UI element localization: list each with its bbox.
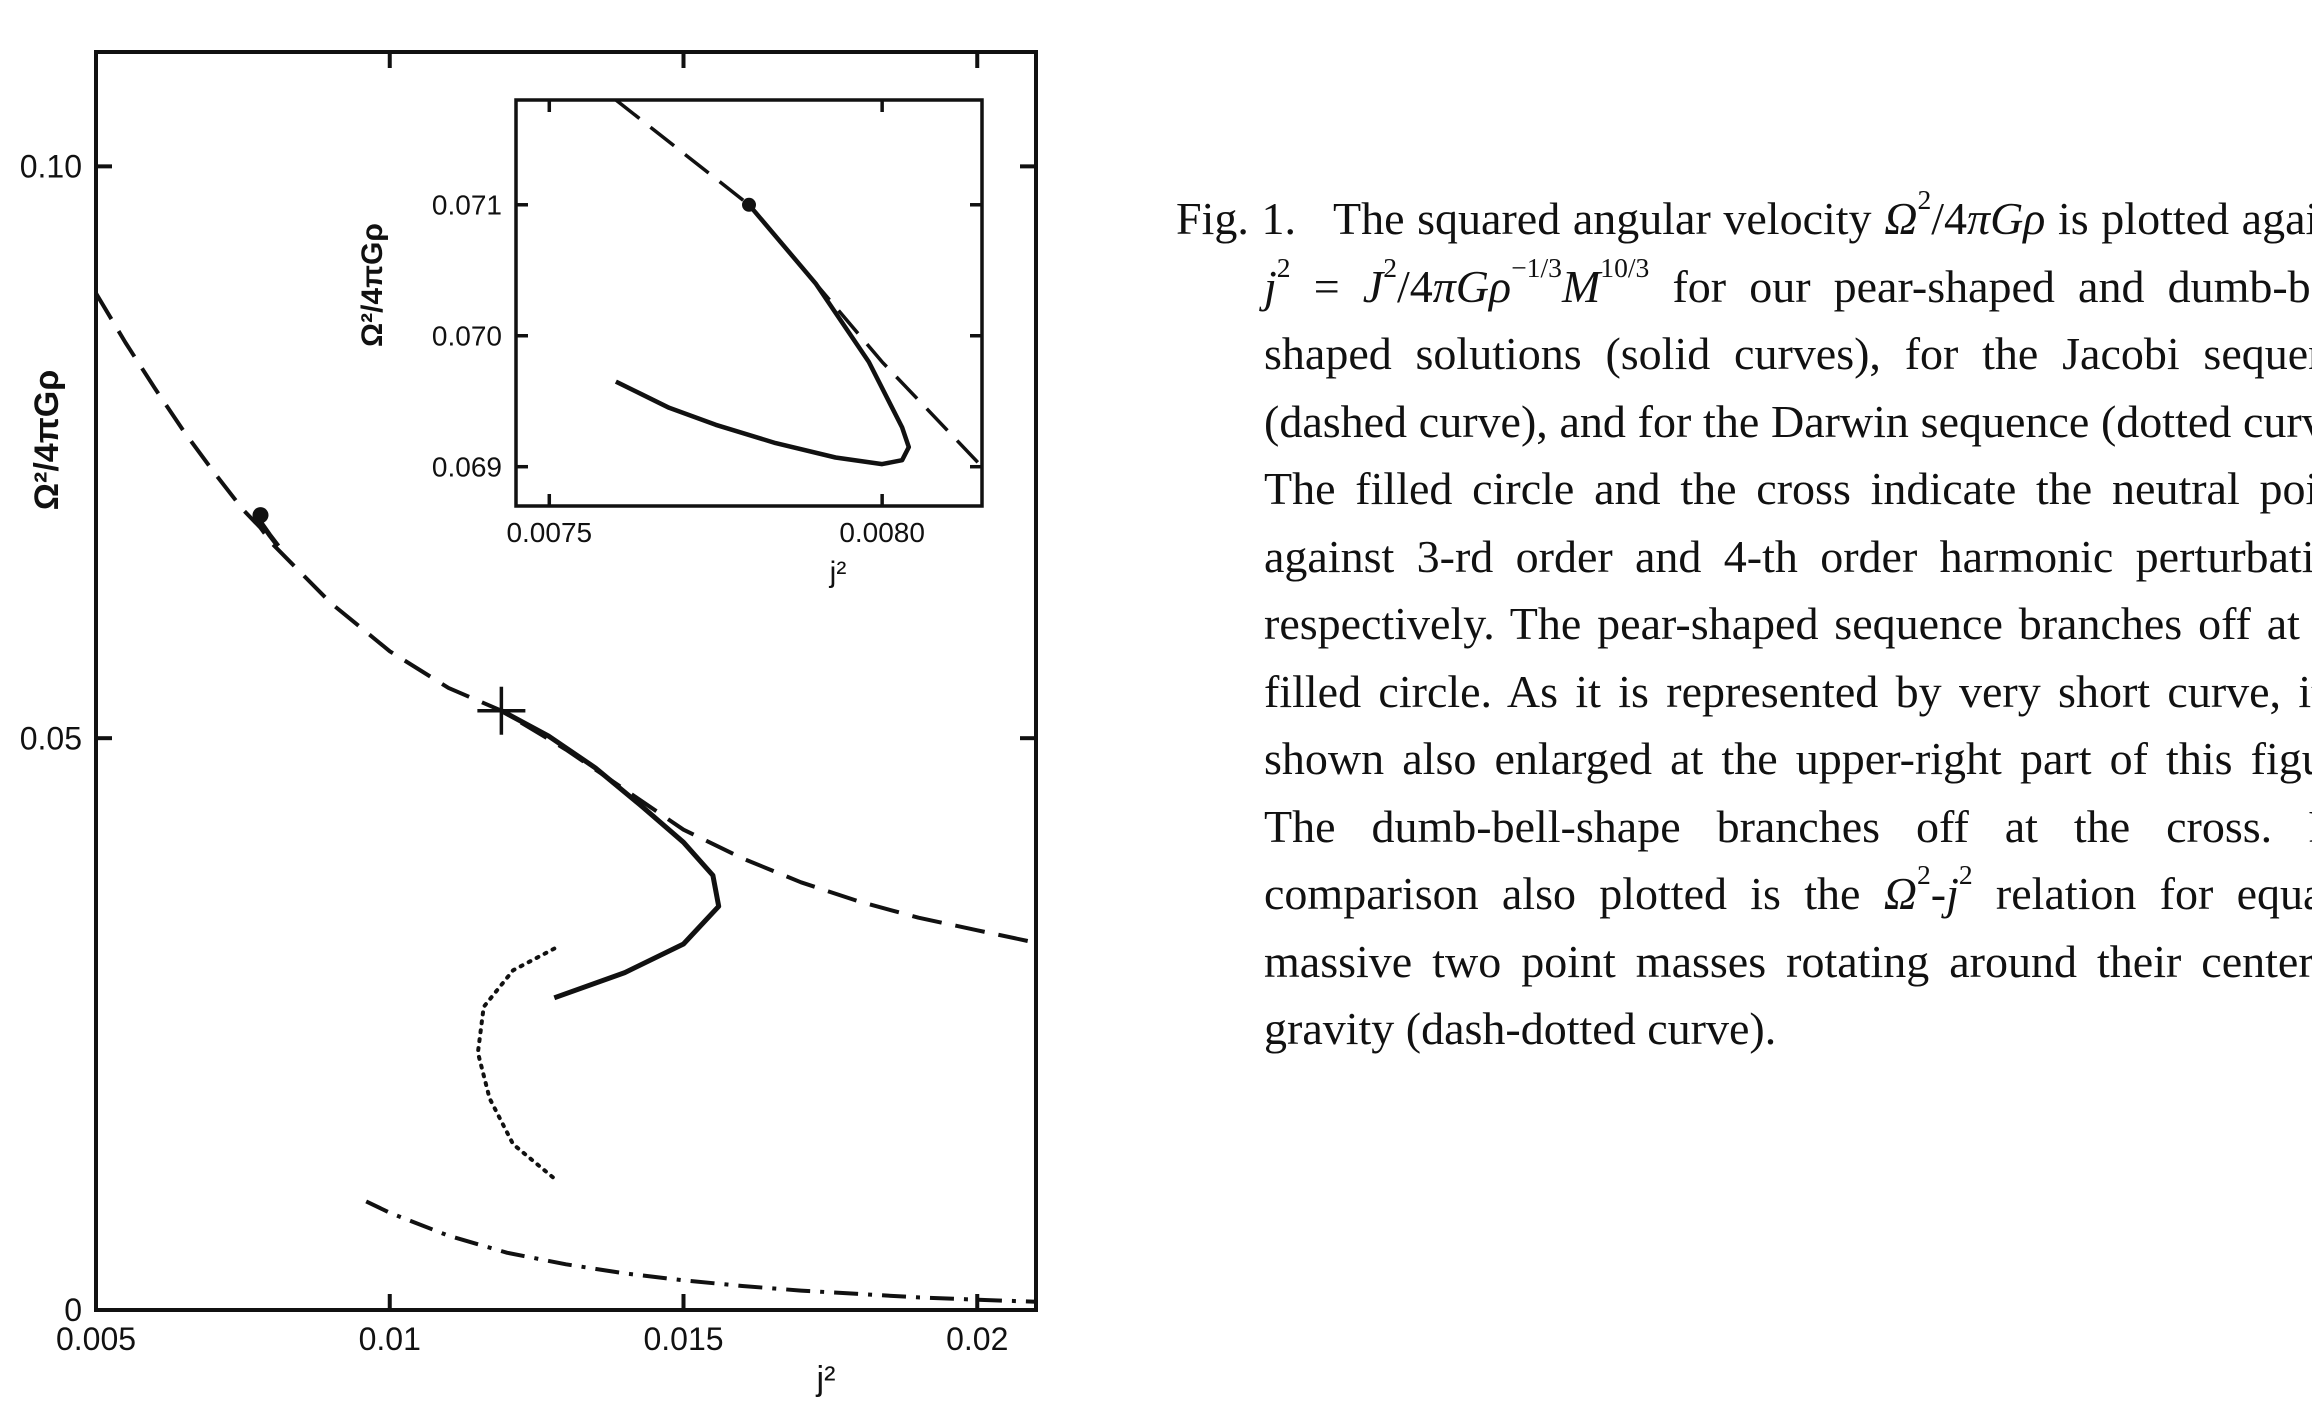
main-series-dotted-3 xyxy=(475,946,557,1181)
caption-label: Fig. 1. xyxy=(1176,193,1296,244)
inset-y-tick-label: 0.070 xyxy=(432,321,502,352)
main-series-dashed-0 xyxy=(96,292,1036,945)
main-x-tick-label: 0.02 xyxy=(946,1321,1008,1357)
main-y-axis-label: Ω²/4πGρ xyxy=(28,370,66,510)
inset-x-tick-label: 0.0080 xyxy=(839,517,925,548)
main-series-solid-1 xyxy=(500,708,722,1001)
main-plot-frame xyxy=(94,50,1038,1312)
main-y-tick-label: 0 xyxy=(64,1292,82,1328)
inset-neutral-point-circle xyxy=(742,197,756,212)
inset-y-tick-label: 0.071 xyxy=(432,190,502,221)
main-x-axis-label: j² xyxy=(816,1360,836,1398)
main-neutral-point-cross xyxy=(477,686,526,735)
inset-series-solid-1 xyxy=(614,203,912,467)
inset-x-tick-label: 0.0075 xyxy=(506,517,592,548)
inset-series-dashed-0 xyxy=(614,100,982,468)
figure-caption: Fig. 1. The squared angular velocity Ω2/… xyxy=(1176,185,2312,1063)
inset-plot-frame xyxy=(514,98,984,508)
inset-y-tick-label: 0.069 xyxy=(432,452,502,483)
caption-body: The squared angular velocity Ω2/4πGρ is … xyxy=(1264,184,2312,1054)
main-neutral-point-circle xyxy=(252,507,269,524)
main-plot: 0.005 0.01 0.015 0.02 0 0.05 0.10 j² Ω²/4πGρ xyxy=(20,50,1038,1398)
main-series-dashdot-4 xyxy=(365,1199,1036,1304)
main-x-tick-label: 0.005 xyxy=(56,1321,136,1357)
main-y-tick-label: 0.05 xyxy=(20,720,82,756)
main-x-tick-label: 0.01 xyxy=(359,1321,421,1357)
inset-y-axis-label: Ω²/4πGρ xyxy=(356,223,389,347)
main-y-tick-label: 0.10 xyxy=(20,149,82,185)
main-x-tick-label: 0.015 xyxy=(643,1321,723,1357)
main-series-solid-2 xyxy=(258,520,281,548)
inset-plot: 0.0075 0.0080 0.069 0.070 0.071 j² Ω²/4πGρ xyxy=(356,98,984,589)
inset-x-axis-label: j² xyxy=(829,556,847,589)
